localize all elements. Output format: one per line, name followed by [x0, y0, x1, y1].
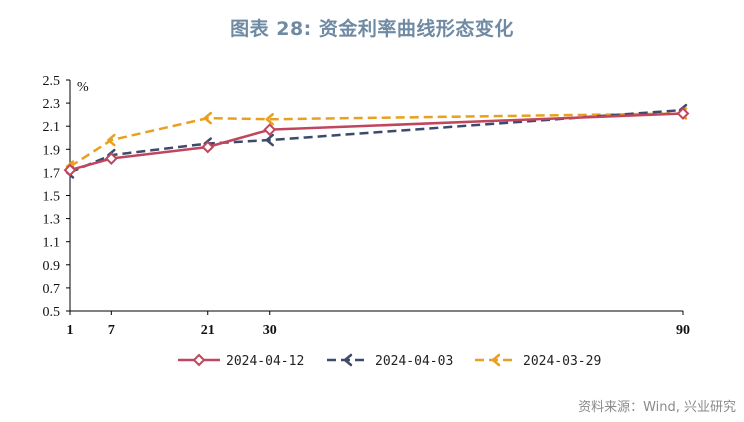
data-point	[263, 123, 277, 137]
data-point	[265, 133, 274, 147]
legend-label: 2024-03-29	[523, 354, 601, 369]
x-tick-label: 30	[263, 323, 277, 338]
legend-label: 2024-04-03	[375, 354, 453, 369]
data-point	[265, 113, 274, 126]
x-tick-label: 1	[67, 323, 74, 338]
series-2024-04-12	[63, 107, 690, 177]
data-point	[63, 163, 77, 177]
y-tick-label: 1.9	[43, 143, 61, 158]
series-line	[69, 112, 684, 172]
y-tick-label: 1.5	[43, 190, 61, 205]
legend: 2024-04-12 2024-04-03 2024-03-29	[178, 353, 601, 369]
series-group	[63, 103, 690, 179]
data-point	[676, 107, 690, 120]
legend-item: 2024-04-03	[327, 353, 453, 369]
legend-marker	[343, 353, 353, 367]
y-tick-label: 2.5	[43, 74, 61, 89]
axes: 0.5 0.7 0.9 1.1 1.3 1.5 1.7 1.9 2.1 2.3 2.5 % 1 7 21 30…	[43, 74, 691, 338]
x-tick-label: 90	[676, 323, 690, 338]
data-point	[203, 111, 213, 125]
y-axis-unit: %	[77, 80, 89, 95]
y-tick-label: 0.5	[43, 305, 61, 320]
x-tick-label: 21	[201, 323, 215, 338]
series-line	[69, 112, 684, 168]
legend-marker	[491, 353, 501, 367]
y-tick-label: 2.1	[43, 120, 61, 135]
y-tick-label: 0.7	[43, 282, 61, 297]
legend-item: 2024-04-12	[178, 353, 304, 369]
data-point	[104, 152, 118, 165]
source-note: 资料来源：Wind, 兴业研究	[578, 400, 736, 415]
legend-label: 2024-04-12	[226, 354, 304, 369]
y-tick-label: 1.1	[43, 236, 61, 251]
data-point	[107, 133, 116, 147]
legend-marker	[192, 353, 206, 367]
legend-item: 2024-03-29	[475, 353, 601, 369]
y-tick-label: 2.3	[43, 97, 61, 112]
y-tick-label: 1.3	[43, 213, 61, 228]
chart-title: 图表 28: 资金利率曲线形态变化	[230, 18, 514, 40]
x-tick-label: 7	[108, 323, 115, 338]
y-tick-label: 1.7	[43, 166, 61, 181]
y-tick-label: 0.9	[43, 259, 61, 274]
data-point	[201, 140, 215, 154]
series-line	[69, 108, 684, 174]
